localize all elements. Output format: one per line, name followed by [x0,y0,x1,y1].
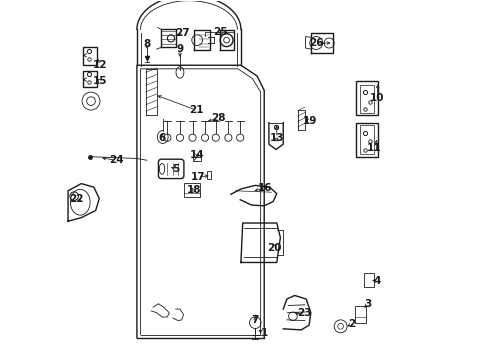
Text: 10: 10 [369,93,384,103]
Text: 9: 9 [176,44,183,54]
Text: 18: 18 [186,185,201,195]
Text: 24: 24 [109,155,123,165]
Text: 23: 23 [297,309,311,318]
Text: 19: 19 [302,116,316,126]
Text: 6: 6 [158,133,165,143]
Bar [183,183,199,197]
Bar [83,71,97,87]
Text: 15: 15 [93,76,107,86]
Text: 26: 26 [308,38,323,48]
Text: 11: 11 [366,143,381,153]
Text: 28: 28 [211,113,225,123]
Text: 4: 4 [373,276,380,286]
Text: 3: 3 [364,299,371,309]
Text: 7: 7 [251,315,259,325]
Text: 1: 1 [260,328,267,338]
Text: 17: 17 [190,172,205,182]
Bar [363,273,373,287]
Text: 22: 22 [68,194,83,204]
Bar [356,123,377,157]
Text: 21: 21 [188,105,203,115]
Text: 14: 14 [189,150,204,160]
Text: 16: 16 [258,183,272,193]
Bar [359,126,373,154]
Bar [354,306,366,323]
Text: 25: 25 [212,27,227,37]
Bar [359,85,373,113]
Text: 2: 2 [348,319,355,329]
Text: 20: 20 [266,243,281,253]
Bar [206,171,211,179]
Bar [83,46,97,65]
Bar [356,81,377,116]
Text: 27: 27 [175,28,190,38]
Bar [192,157,201,161]
Text: 12: 12 [93,60,107,70]
Text: 8: 8 [143,39,150,49]
Text: 13: 13 [269,133,284,143]
Text: 5: 5 [172,164,179,174]
